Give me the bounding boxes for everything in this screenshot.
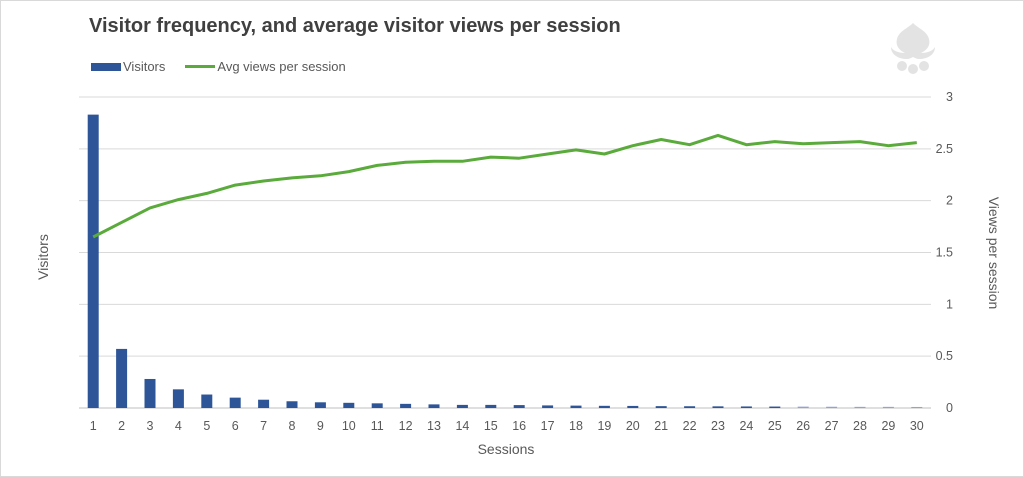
- y-tick-label: 0: [946, 401, 953, 415]
- y-tick-label: 2: [946, 194, 953, 208]
- x-tick-label: 17: [541, 419, 555, 433]
- legend-line-swatch: [185, 65, 216, 68]
- bar-visitors: [428, 404, 440, 408]
- x-tick-label: 19: [597, 419, 611, 433]
- x-tick-label: 24: [739, 419, 753, 433]
- x-tick-label: 15: [484, 419, 498, 433]
- bar-visitors: [655, 406, 667, 408]
- x-tick-label: 7: [260, 419, 267, 433]
- y-axis-left-title: Visitors: [35, 234, 51, 280]
- legend-label-avg-views: Avg views per session: [217, 59, 346, 74]
- legend-bar-swatch: [91, 62, 121, 71]
- x-tick-label: 30: [910, 419, 924, 433]
- x-tick-label: 11: [371, 419, 384, 433]
- x-tick-label: 25: [768, 419, 782, 433]
- bar-visitors: [144, 378, 156, 408]
- y-axis-right-title: Views per session: [986, 197, 1002, 310]
- x-tick-label: 18: [569, 419, 583, 433]
- x-tick-label: 16: [512, 419, 526, 433]
- bar-visitors: [882, 406, 894, 408]
- bar-visitors: [854, 406, 866, 408]
- bar-visitors: [911, 406, 923, 408]
- bar-visitors: [513, 405, 525, 408]
- line-avg-views: [92, 133, 917, 239]
- x-tick-label: 3: [147, 419, 154, 433]
- leaf-logo-icon: [891, 23, 935, 74]
- y-tick-label: 1.5: [936, 246, 953, 260]
- x-tick-label: 13: [427, 419, 441, 433]
- bar-visitors: [314, 402, 326, 408]
- x-tick-label: 9: [317, 419, 324, 433]
- bar-visitors: [456, 404, 468, 408]
- y-tick-label: 3: [946, 90, 953, 104]
- bar-visitors: [627, 405, 639, 408]
- bar-visitors: [598, 405, 610, 408]
- bar-visitors: [485, 404, 497, 408]
- bar-visitors: [826, 406, 838, 408]
- x-tick-label: 23: [711, 419, 725, 433]
- x-tick-label: 1: [90, 419, 97, 433]
- x-tick-label: 12: [399, 419, 413, 433]
- legend-item-avg-views: Avg views per session: [185, 59, 346, 74]
- x-tick-label: 29: [881, 419, 895, 433]
- bar-visitors: [712, 406, 724, 408]
- bar-visitors: [542, 405, 554, 408]
- chart-title: Visitor frequency, and average visitor v…: [89, 15, 621, 37]
- y-tick-label: 0.5: [936, 349, 953, 363]
- bar-visitors: [570, 405, 582, 408]
- bar-visitors: [87, 114, 99, 408]
- legend: Visitors Avg views per session: [91, 59, 366, 74]
- x-tick-label: 10: [342, 419, 356, 433]
- bar-visitors: [229, 397, 241, 408]
- x-tick-label: 22: [683, 419, 697, 433]
- legend-label-visitors: Visitors: [123, 59, 166, 74]
- x-tick-label: 8: [289, 419, 296, 433]
- x-tick-label: 27: [825, 419, 839, 433]
- x-tick-label: 14: [455, 419, 469, 433]
- x-tick-label: 5: [203, 419, 210, 433]
- bar-visitors: [797, 406, 809, 408]
- x-tick-label: 26: [796, 419, 810, 433]
- bar-visitors: [343, 402, 355, 408]
- y-tick-label: 2.5: [936, 142, 953, 156]
- bar-visitors: [371, 403, 383, 408]
- bar-visitors: [684, 406, 696, 408]
- x-tick-label: 21: [654, 419, 668, 433]
- x-axis-title: Sessions: [478, 441, 535, 457]
- bar-visitors: [400, 403, 412, 408]
- bar-visitors: [769, 406, 781, 408]
- x-tick-label: 28: [853, 419, 867, 433]
- legend-item-visitors: Visitors: [91, 59, 165, 74]
- x-tick-label: 2: [118, 419, 125, 433]
- x-tick-label: 6: [232, 419, 239, 433]
- bar-visitors: [201, 394, 213, 408]
- bar-visitors: [116, 348, 128, 408]
- bar-visitors: [258, 399, 270, 408]
- x-tick-label: 20: [626, 419, 640, 433]
- y-tick-label: 1: [946, 297, 953, 311]
- bar-visitors: [286, 401, 298, 408]
- x-tick-label: 4: [175, 419, 182, 433]
- bar-visitors: [740, 406, 752, 408]
- bar-visitors: [172, 389, 184, 408]
